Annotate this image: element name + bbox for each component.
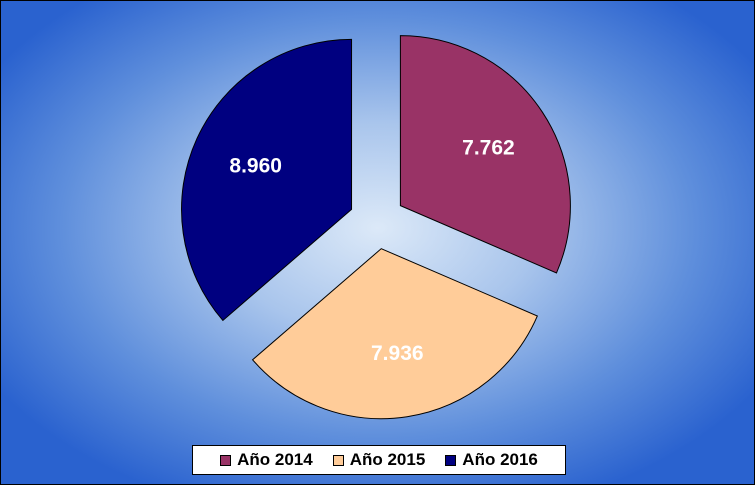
slice-2014 xyxy=(399,35,571,274)
legend-swatch-2016 xyxy=(445,454,457,466)
legend-label-2016: Año 2016 xyxy=(462,450,538,469)
pie-chart: 7.762 7.936 8.960 xyxy=(181,35,571,420)
legend-item-2014: Año 2014 xyxy=(220,450,313,470)
data-label-2016: 8.960 xyxy=(229,154,282,177)
legend-label-2014: Año 2014 xyxy=(237,450,313,469)
legend-swatch-2014 xyxy=(220,454,232,466)
slice-2016 xyxy=(181,38,353,322)
legend-item-2015: Año 2015 xyxy=(332,450,426,470)
slice-2015 xyxy=(251,248,539,420)
legend: Año 2014 Año 2015 Año 2016 xyxy=(192,445,566,475)
data-label-2014: 7.762 xyxy=(462,137,515,160)
legend-label-2015: Año 2015 xyxy=(349,450,426,469)
legend-item-2016: Año 2016 xyxy=(445,450,538,470)
legend-swatch-2015 xyxy=(332,454,344,466)
data-label-2015: 7.936 xyxy=(371,342,424,365)
